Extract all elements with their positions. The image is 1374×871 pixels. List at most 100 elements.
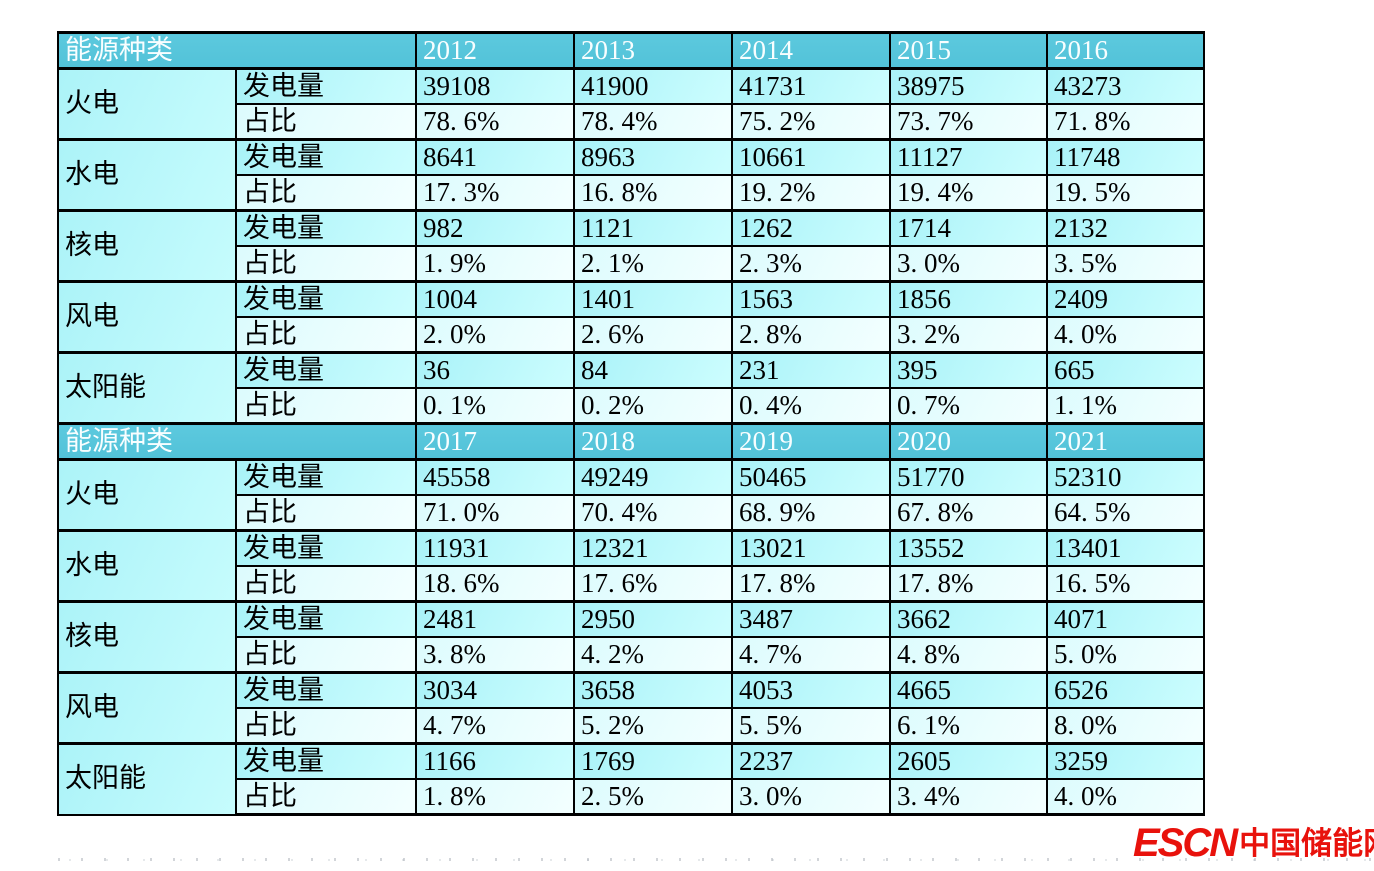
metric-label-cell: 发电量 <box>235 600 417 638</box>
escn-site-name: 中国储能网 <box>1239 826 1374 861</box>
share-value-cell: 78. 6% <box>415 103 575 141</box>
share-value-cell: 3. 0% <box>731 778 891 816</box>
share-value-cell: 4. 7% <box>731 636 891 674</box>
share-value-cell: 2. 5% <box>573 778 733 816</box>
metric-label-cell: 占比 <box>235 103 417 141</box>
generation-row: 水电 发电量 11931 12321 13021 13552 13401 <box>57 529 1205 603</box>
share-value-cell: 5. 0% <box>1046 636 1205 674</box>
metric-label-cell: 占比 <box>235 245 417 283</box>
generation-value-cell: 3487 <box>731 600 891 638</box>
share-value-cell: 1. 8% <box>415 778 575 816</box>
share-value-cell: 2. 3% <box>731 245 891 283</box>
generation-value-cell: 1166 <box>415 742 575 780</box>
share-value-cell: 16. 5% <box>1046 565 1205 603</box>
share-value-cell: 3. 4% <box>889 778 1048 816</box>
share-value-cell: 71. 8% <box>1046 103 1205 141</box>
escn-logo: ESCN中国储能网 <box>1133 823 1374 864</box>
share-value-cell: 4. 2% <box>573 636 733 674</box>
generation-value-cell: 2605 <box>889 742 1048 780</box>
share-value-cell: 70. 4% <box>573 494 733 532</box>
category-cell: 核电 <box>57 600 237 674</box>
generation-value-cell: 3658 <box>573 671 733 709</box>
share-value-cell: 0. 1% <box>415 387 575 425</box>
category-cell: 太阳能 <box>57 351 237 425</box>
share-row: 占比 18. 6% 17. 6% 17. 8% 17. 8% 16. 5% <box>58 565 1205 603</box>
generation-row: 太阳能 发电量 36 84 231 395 665 <box>57 351 1205 425</box>
share-value-cell: 19. 2% <box>731 174 891 212</box>
share-row: 占比 78. 6% 78. 4% 75. 2% 73. 7% 71. 8% <box>58 103 1205 141</box>
generation-value-cell: 1262 <box>731 209 891 247</box>
share-row: 占比 17. 3% 16. 8% 19. 2% 19. 4% 19. 5% <box>58 174 1205 212</box>
energy-table: 能源种类 2012 2013 2014 2015 2016 火电 发电量 39108 41900 4… <box>57 31 1205 816</box>
share-value-cell: 8. 0% <box>1046 707 1205 745</box>
share-value-cell: 5. 5% <box>731 707 891 745</box>
table-header-row: 能源种类 2012 2013 2014 2015 2016 <box>57 31 1205 70</box>
share-value-cell: 75. 2% <box>731 103 891 141</box>
year-header-cell: 2017 <box>415 422 575 461</box>
share-value-cell: 2. 8% <box>731 316 891 354</box>
category-cell: 火电 <box>57 67 237 141</box>
share-value-cell: 0. 4% <box>731 387 891 425</box>
generation-row: 太阳能 发电量 1166 1769 2237 2605 3259 <box>57 742 1205 816</box>
year-header-cell: 2021 <box>1046 422 1205 461</box>
table-header-row: 能源种类 2017 2018 2019 2020 2021 <box>57 422 1205 461</box>
share-value-cell: 4. 7% <box>415 707 575 745</box>
category-cell: 水电 <box>57 138 237 212</box>
share-value-cell: 3. 5% <box>1046 245 1205 283</box>
generation-value-cell: 11748 <box>1046 138 1205 176</box>
generation-value-cell: 41900 <box>573 67 733 105</box>
share-value-cell: 17. 8% <box>889 565 1048 603</box>
share-value-cell: 3. 2% <box>889 316 1048 354</box>
metric-label-cell: 发电量 <box>235 742 417 780</box>
share-value-cell: 2. 1% <box>573 245 733 283</box>
generation-value-cell: 4071 <box>1046 600 1205 638</box>
metric-label-cell: 发电量 <box>235 458 417 496</box>
share-value-cell: 2. 6% <box>573 316 733 354</box>
generation-value-cell: 52310 <box>1046 458 1205 496</box>
year-header-cell: 2014 <box>731 31 891 70</box>
generation-value-cell: 1856 <box>889 280 1048 318</box>
generation-value-cell: 43273 <box>1046 67 1205 105</box>
generation-value-cell: 13021 <box>731 529 891 567</box>
generation-value-cell: 3662 <box>889 600 1048 638</box>
share-row: 占比 0. 1% 0. 2% 0. 4% 0. 7% 1. 1% <box>58 387 1205 425</box>
share-value-cell: 4. 0% <box>1046 316 1205 354</box>
share-value-cell: 18. 6% <box>415 565 575 603</box>
corner-header-cell: 能源种类 <box>57 422 417 461</box>
generation-value-cell: 10661 <box>731 138 891 176</box>
share-value-cell: 0. 7% <box>889 387 1048 425</box>
share-value-cell: 5. 2% <box>573 707 733 745</box>
generation-value-cell: 2950 <box>573 600 733 638</box>
share-value-cell: 64. 5% <box>1046 494 1205 532</box>
generation-value-cell: 1401 <box>573 280 733 318</box>
share-value-cell: 0. 2% <box>573 387 733 425</box>
generation-value-cell: 51770 <box>889 458 1048 496</box>
metric-label-cell: 占比 <box>235 316 417 354</box>
share-value-cell: 19. 4% <box>889 174 1048 212</box>
generation-row: 核电 发电量 2481 2950 3487 3662 4071 <box>57 600 1205 674</box>
category-cell: 水电 <box>57 529 237 603</box>
generation-value-cell: 4665 <box>889 671 1048 709</box>
generation-value-cell: 41731 <box>731 67 891 105</box>
metric-label-cell: 发电量 <box>235 529 417 567</box>
metric-label-cell: 发电量 <box>235 138 417 176</box>
share-row: 占比 1. 8% 2. 5% 3. 0% 3. 4% 4. 0% <box>58 778 1205 816</box>
metric-label-cell: 占比 <box>235 174 417 212</box>
generation-row: 风电 发电量 1004 1401 1563 1856 2409 <box>57 280 1205 354</box>
share-row: 占比 3. 8% 4. 2% 4. 7% 4. 8% 5. 0% <box>58 636 1205 674</box>
generation-row: 风电 发电量 3034 3658 4053 4665 6526 <box>57 671 1205 745</box>
metric-label-cell: 占比 <box>235 565 417 603</box>
generation-value-cell: 13401 <box>1046 529 1205 567</box>
generation-value-cell: 1004 <box>415 280 575 318</box>
generation-value-cell: 11931 <box>415 529 575 567</box>
generation-row: 火电 发电量 45558 49249 50465 51770 52310 <box>57 458 1205 532</box>
share-row: 占比 2. 0% 2. 6% 2. 8% 3. 2% 4. 0% <box>58 316 1205 354</box>
generation-value-cell: 1714 <box>889 209 1048 247</box>
share-row: 占比 1. 9% 2. 1% 2. 3% 3. 0% 3. 5% <box>58 245 1205 283</box>
generation-value-cell: 2237 <box>731 742 891 780</box>
generation-value-cell: 11127 <box>889 138 1048 176</box>
share-value-cell: 2. 0% <box>415 316 575 354</box>
share-value-cell: 6. 1% <box>889 707 1048 745</box>
generation-value-cell: 8641 <box>415 138 575 176</box>
metric-label-cell: 发电量 <box>235 280 417 318</box>
